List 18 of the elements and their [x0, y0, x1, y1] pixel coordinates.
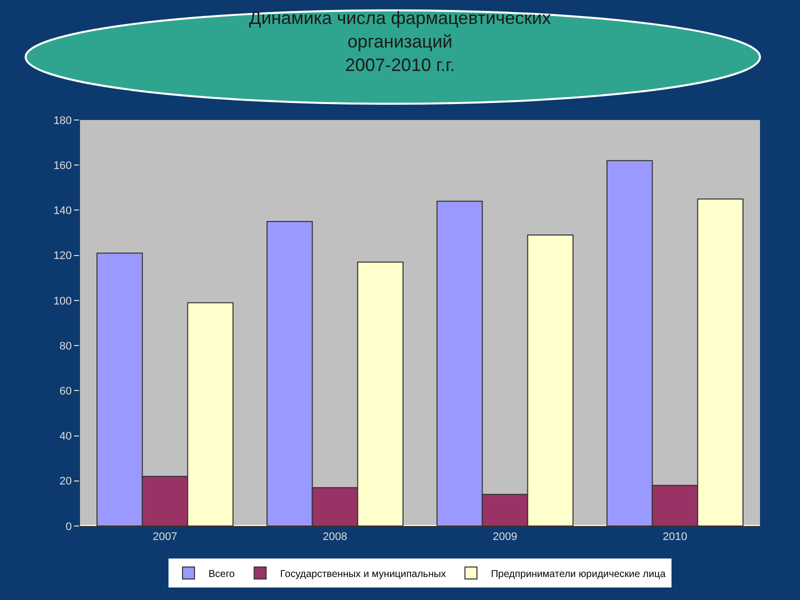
chart-title: Динамика числа фармацевтических организаций 2007-2010 г.г.	[249, 8, 551, 75]
legend-label: Государственных и муниципальных	[280, 568, 446, 580]
y-tick-label: 20	[60, 476, 72, 488]
x-tick-label: 2008	[322, 531, 348, 544]
x-tick-label: 2009	[492, 531, 518, 544]
y-tick-label: 80	[60, 340, 72, 352]
x-tick-label: 2007	[152, 531, 178, 544]
y-tick-label: 120	[53, 250, 72, 262]
y-tick-label: 0	[66, 520, 72, 533]
y-tick-label: 160	[53, 160, 72, 172]
x-tick-label: 2010	[662, 531, 688, 544]
legend-label: Всего	[208, 568, 236, 580]
y-tick-label: 40	[60, 430, 72, 443]
y-tick-label: 100	[53, 295, 72, 308]
y-tick-label: 140	[53, 205, 72, 218]
y-tick-label: 60	[60, 386, 72, 398]
y-tick-label: 180	[53, 114, 72, 127]
legend-label: Предприниматели юридические лица	[490, 568, 666, 580]
